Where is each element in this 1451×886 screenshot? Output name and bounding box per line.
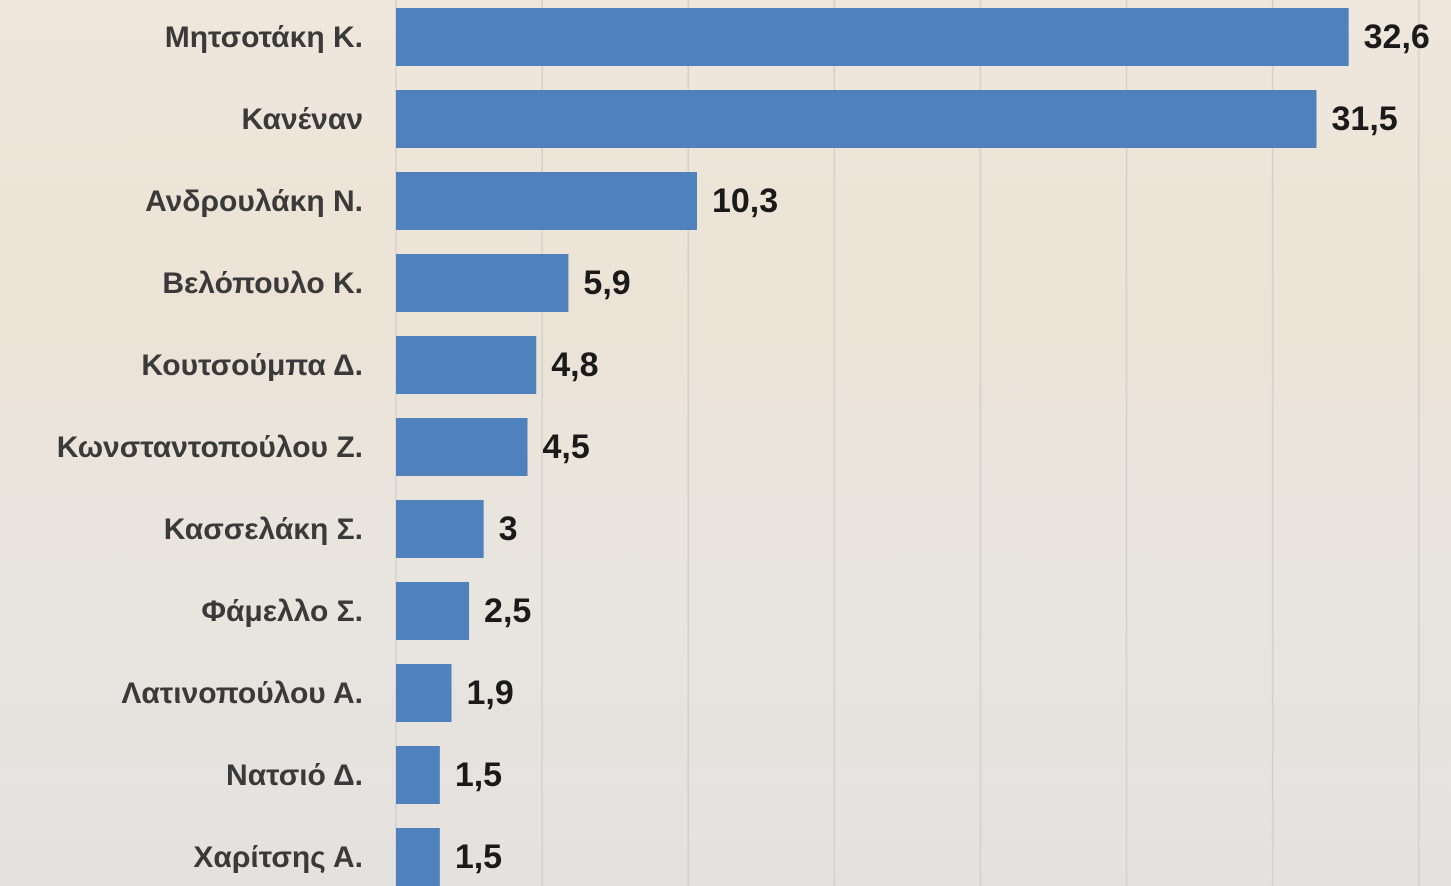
category-label: Κωνσταντοπούλου Ζ. [57,431,363,464]
bar [396,336,537,394]
value-label: 32,6 [1364,18,1430,56]
value-label: 10,3 [712,182,778,220]
category-label: Φάμελλο Σ. [201,595,363,628]
bar [396,746,440,804]
bar [396,8,1349,66]
bar [396,664,452,722]
bar [396,500,484,558]
value-label: 1,9 [467,674,514,712]
category-label: Βελόπουλο Κ. [162,267,363,300]
bar [396,254,569,312]
value-label: 1,5 [455,756,502,794]
value-label: 4,8 [551,346,598,384]
value-label: 5,9 [583,264,630,302]
category-label: Μητσοτάκη Κ. [165,21,363,54]
bar [396,418,528,476]
value-label: 31,5 [1332,100,1398,138]
value-label: 3 [499,510,518,548]
value-label: 2,5 [484,592,531,630]
category-label: Κασσελάκη Σ. [164,513,363,546]
category-label: Λατινοπούλου Α. [121,677,363,710]
category-label: Ανδρουλάκη Ν. [145,185,363,218]
value-label: 1,5 [455,838,502,876]
bar [396,828,440,886]
category-label: Κανέναν [242,103,363,136]
category-label: Νατσιό Δ. [226,759,363,792]
bar [396,172,697,230]
value-label: 4,5 [543,428,590,466]
category-label: Χαρίτσης Α. [193,841,363,874]
category-label: Κουτσούμπα Δ. [141,349,363,382]
bar [396,582,470,640]
bar [396,90,1317,148]
